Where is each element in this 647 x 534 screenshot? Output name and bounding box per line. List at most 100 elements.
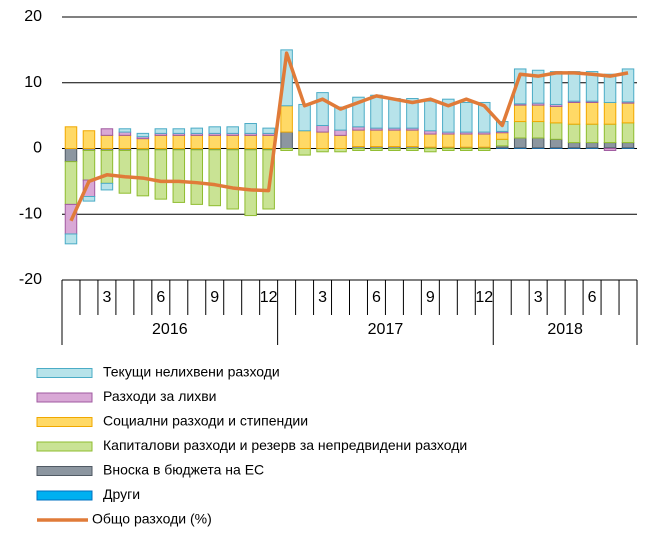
bar-segment	[136, 149, 150, 197]
bar-segment	[513, 137, 527, 149]
bar-segment	[495, 138, 509, 147]
bar-segment	[406, 129, 419, 148]
x-tick-label: 9	[426, 289, 435, 306]
legend-label: Социални разходи и стипендии	[103, 413, 308, 429]
bar-segment	[136, 132, 150, 138]
x-tick-label: 3	[318, 289, 327, 306]
bar-segment	[298, 148, 311, 156]
x-tick-label: 6	[372, 289, 381, 306]
bar-segment	[460, 133, 473, 148]
bar-segment	[82, 130, 96, 149]
x-tick-label: 3	[102, 289, 111, 306]
bar-segment	[154, 128, 168, 134]
bar-segment	[495, 132, 509, 140]
y-tick-label: -20	[19, 271, 42, 288]
legend-label: Общо разходи (%)	[92, 511, 212, 527]
bar-segment	[64, 233, 78, 245]
bar-segment	[208, 149, 221, 207]
legend-label: Други	[103, 486, 140, 502]
bar-segment	[549, 105, 563, 124]
legend-swatch	[36, 466, 93, 476]
bar-segment	[334, 134, 347, 150]
bar-segment	[208, 126, 221, 134]
bar-segment	[370, 148, 383, 151]
bar-segment	[549, 71, 563, 105]
bar-segment	[190, 134, 204, 150]
bar-segment	[531, 69, 545, 104]
x-tick-label: 6	[588, 289, 597, 306]
bar-segment	[334, 129, 347, 136]
legend-swatch	[36, 417, 93, 427]
bar-segment	[442, 133, 455, 148]
bar-segment	[585, 142, 599, 149]
bar-segment	[406, 98, 419, 129]
bar-segment	[585, 101, 599, 125]
bar-segment	[603, 73, 617, 103]
legend-label: Капиталови разходи и резерв за непредвид…	[103, 437, 467, 453]
y-tick-label: -10	[19, 205, 42, 222]
bar-segment	[136, 138, 150, 149]
bar-segment	[118, 128, 132, 133]
bar-segment	[244, 149, 257, 217]
bar-segment	[460, 148, 473, 151]
bar-segment	[603, 142, 617, 149]
bar-segment	[262, 127, 275, 134]
bar-segment	[567, 123, 581, 144]
bar-segment	[298, 130, 311, 149]
bar-segment	[370, 94, 383, 129]
legend-label: Разходи за лихви	[103, 388, 216, 404]
x-tick-label: 6	[156, 289, 165, 306]
bar-segment	[172, 128, 186, 134]
bar-segment	[531, 121, 545, 139]
bar-segment	[388, 148, 401, 151]
legend-swatch	[36, 441, 93, 452]
bar-segment	[478, 148, 491, 151]
bar-segment	[316, 92, 329, 126]
bar-segment	[226, 126, 239, 134]
y-tick-label: 10	[24, 74, 42, 91]
bar-segment	[531, 137, 545, 149]
year-label: 2017	[368, 321, 404, 338]
y-tick-label: 20	[24, 8, 42, 25]
legend-swatch	[36, 392, 93, 403]
bar-segment	[100, 182, 114, 191]
bar-segment	[100, 149, 114, 184]
bar-segment	[64, 126, 78, 149]
bar-segment	[621, 122, 635, 144]
bar-segment	[316, 124, 329, 133]
bar-segment	[154, 149, 168, 200]
bar-segment	[154, 134, 168, 150]
bar-segment	[513, 121, 527, 139]
bar-segment	[460, 101, 473, 133]
bar-segment	[513, 104, 527, 123]
bar-segment	[406, 148, 419, 151]
bar-segment	[424, 133, 437, 148]
bar-segment	[226, 149, 239, 210]
bar-segment	[585, 71, 599, 102]
bar-segment	[82, 195, 96, 202]
bar-segment	[567, 142, 581, 149]
bar-segment	[603, 148, 617, 151]
legend-swatch	[36, 490, 93, 501]
bar-segment	[82, 149, 96, 181]
bar-segment	[352, 96, 365, 128]
bar-segment	[280, 131, 293, 149]
x-tick-label: 3	[534, 289, 543, 306]
bar-segment	[621, 102, 635, 124]
bar-segment	[316, 131, 329, 149]
bar-segment	[549, 138, 563, 149]
bar-segment	[280, 105, 293, 133]
bar-segment	[64, 148, 78, 163]
x-tick-label: 12	[260, 289, 278, 306]
bar-segment	[118, 149, 132, 194]
bar-segment	[244, 134, 257, 150]
bar-segment	[100, 134, 114, 150]
bar-segment	[388, 129, 401, 148]
bar-segment	[298, 103, 311, 132]
bar-segment	[190, 149, 204, 205]
bar-segment	[118, 134, 132, 150]
bar-segment	[280, 148, 293, 151]
bar-segment	[370, 129, 383, 148]
bar-segment	[226, 134, 239, 150]
